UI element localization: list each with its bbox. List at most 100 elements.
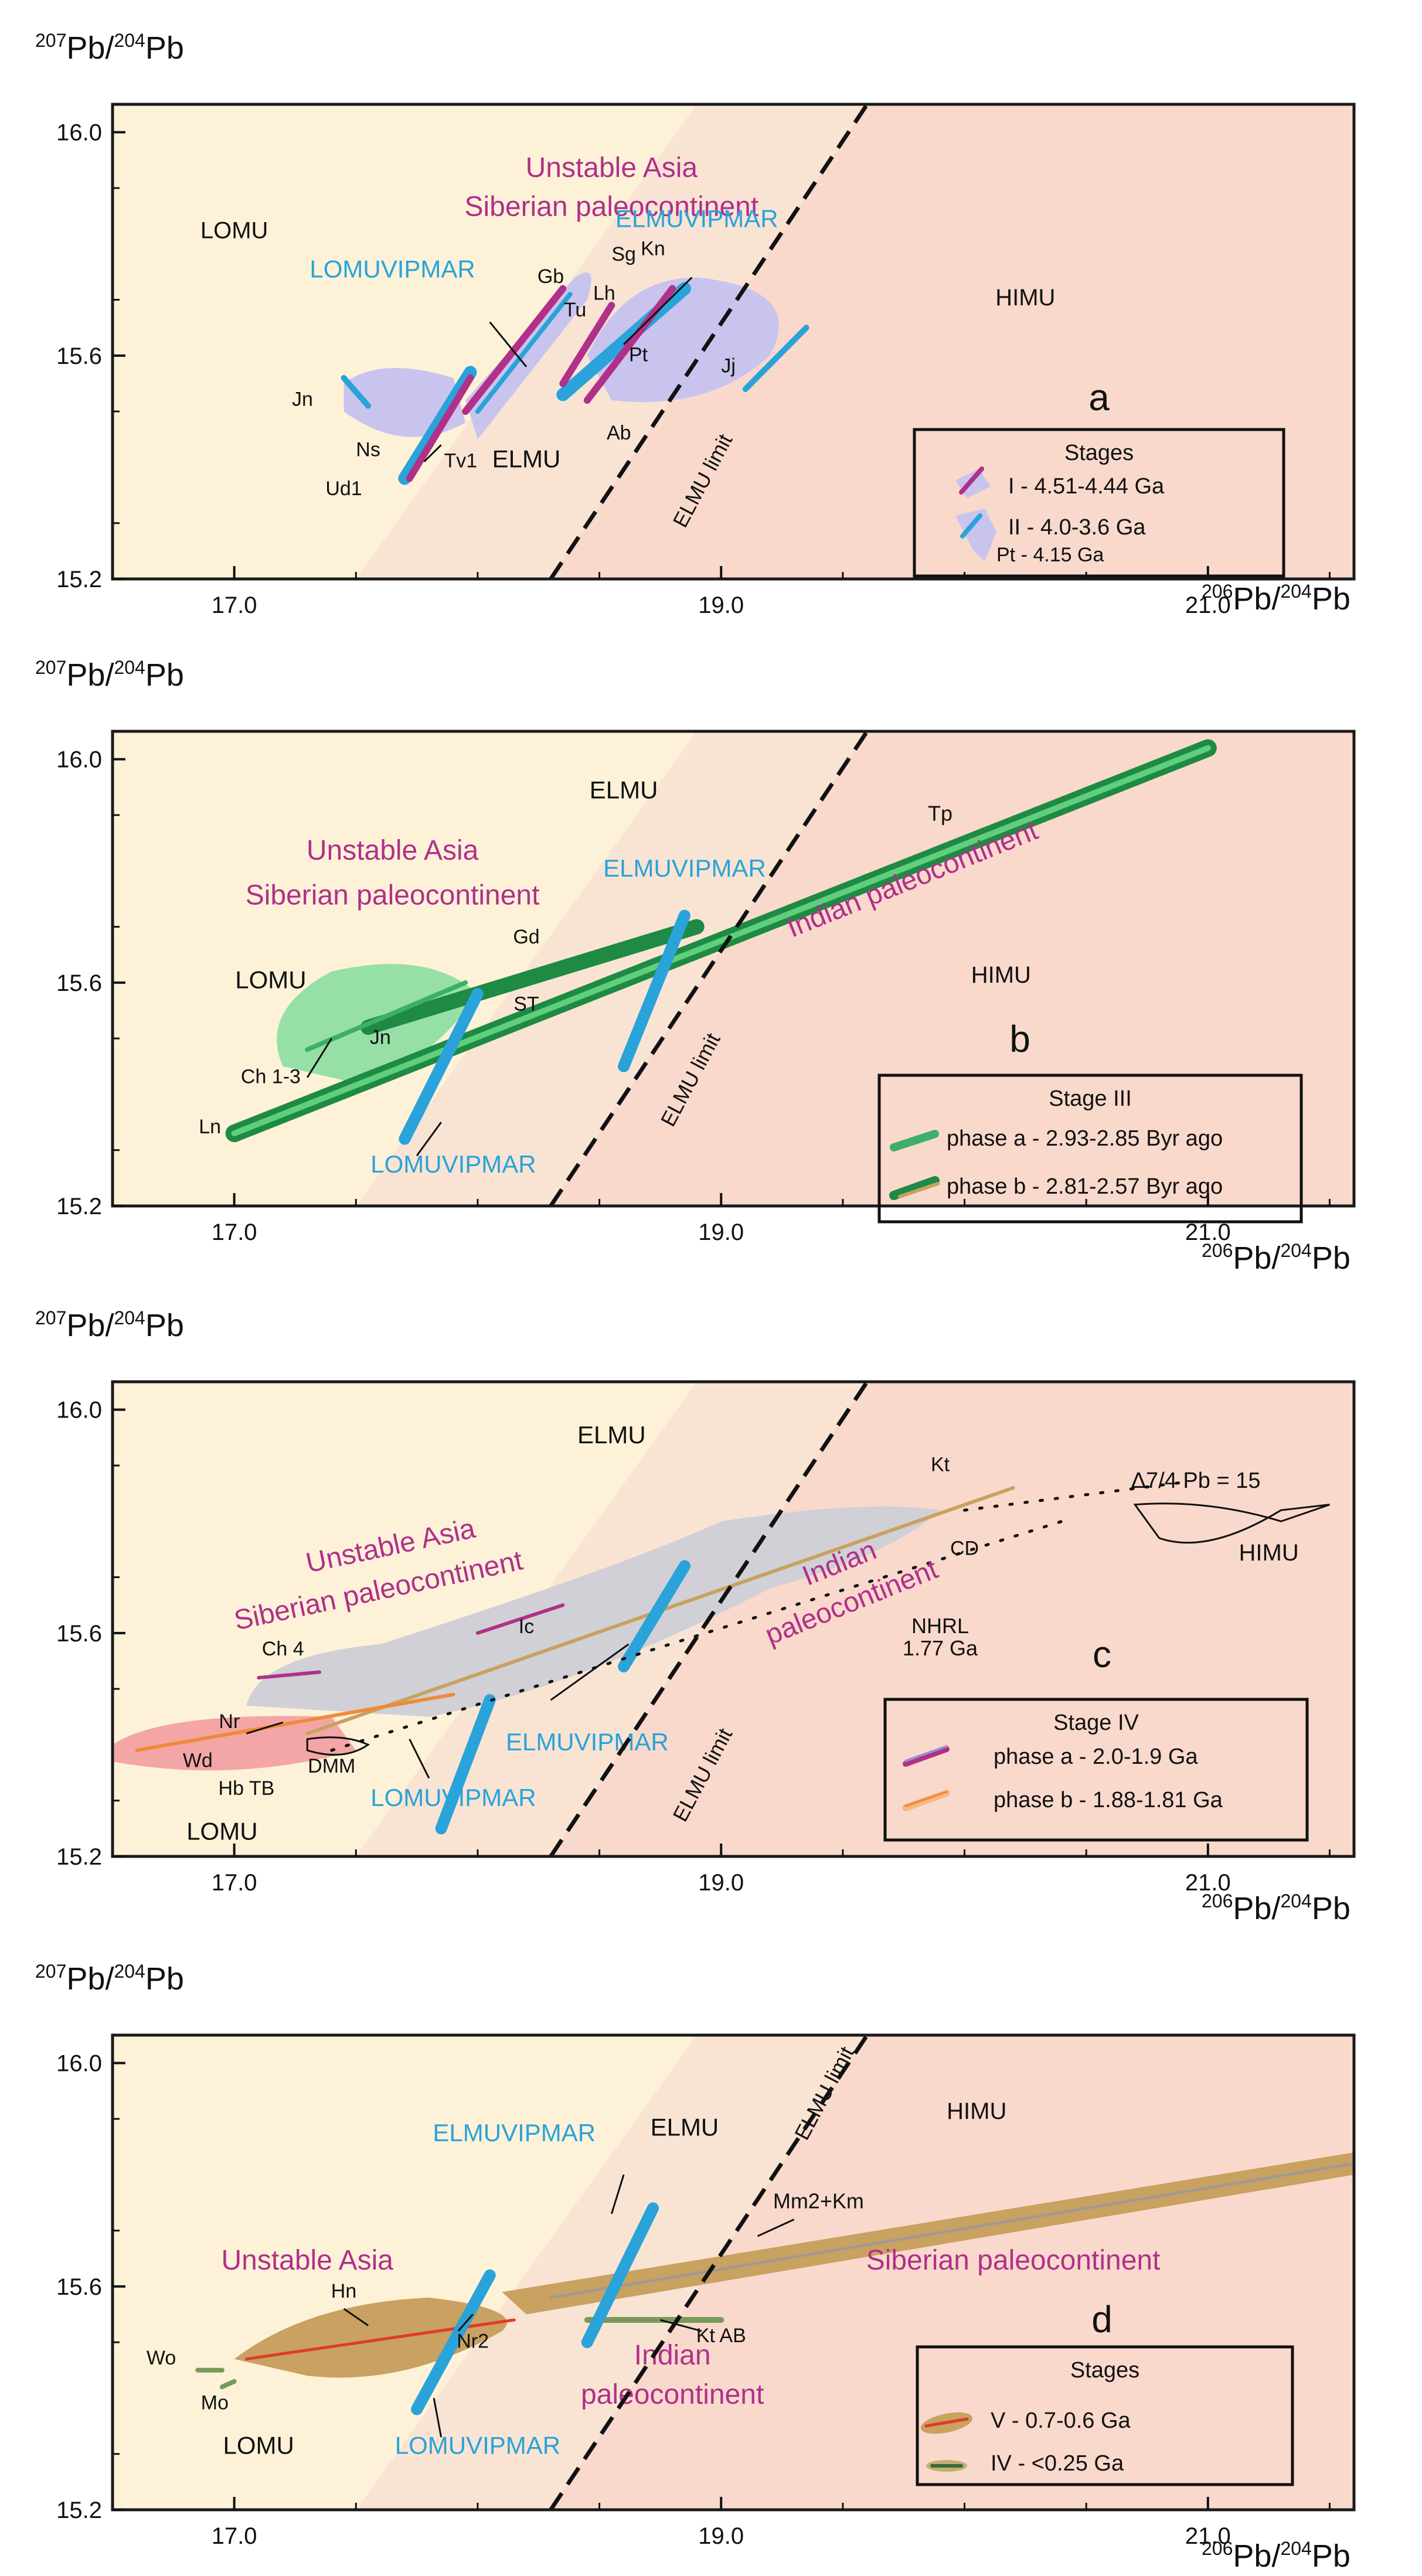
plot-frame	[111, 103, 1356, 581]
legend-title: Stage III	[1049, 1086, 1132, 1111]
label-elmu: ELMU	[492, 445, 561, 472]
panel-b: 207Pb/204Pb ELMU Unstable Asia Siberian pal…	[35, 657, 1356, 1276]
leader-line	[457, 2313, 474, 2332]
label-lomu: LOMU	[200, 218, 268, 244]
leader-line	[416, 1122, 442, 1157]
sample-label-wo: Wo	[147, 2347, 176, 2369]
sample-label-tu: Tu	[564, 299, 586, 321]
stage-v-hn-line	[244, 2318, 516, 2361]
y-tick-label: 15.2	[56, 567, 102, 592]
stage-v-band-core	[549, 2162, 1355, 2299]
sample-label-ab: Ab	[607, 422, 631, 444]
sample-label-cd: CD	[950, 1537, 979, 1559]
stage-iv-phase-b-field	[113, 1716, 356, 1771]
y-tick-label: 15.6	[56, 970, 102, 996]
leader-line	[246, 1721, 284, 1735]
stage-iv-mo-band	[219, 2379, 237, 2390]
lomuvipmar-band	[435, 1694, 496, 1835]
stage-iv-phase-a-field	[246, 1506, 941, 1717]
sample-label-ns: Ns	[356, 438, 380, 461]
x-tick-label: 21.0	[1185, 1870, 1231, 1896]
legend-item-phase-a: phase a - 2.0-1.9 Ga	[994, 1744, 1198, 1769]
label-unstable-asia: Unstable Asia	[526, 152, 698, 183]
plot-frame	[111, 2033, 1356, 2512]
sample-label-kn: Kn	[641, 237, 665, 260]
stage-ii-field	[587, 277, 779, 403]
label-himu: HIMU	[1239, 1540, 1299, 1566]
label-himu: HIMU	[995, 285, 1055, 311]
legend-item-stage-iv: IV - <0.25 Ga	[991, 2451, 1124, 2476]
legend-title: Stages	[1070, 2358, 1139, 2383]
legend-swatch-phase-a	[903, 1746, 950, 1767]
background-regions	[113, 2035, 1354, 2510]
y-tick-label: 16.0	[56, 2051, 102, 2077]
panel-letter: c	[1093, 1633, 1111, 1675]
leader-line	[343, 2308, 369, 2326]
legend-title: Stages	[1064, 441, 1134, 465]
nhrl-dotted-line	[330, 1519, 1064, 1752]
y-tick-label: 15.2	[56, 1194, 102, 1219]
leader-line	[623, 277, 693, 345]
leader-line	[550, 1643, 630, 1701]
stage-iv-phase-b-line	[135, 1692, 455, 1752]
himu-region	[550, 731, 1354, 1206]
himu-region	[550, 2035, 1354, 2510]
himu-region	[550, 1382, 1354, 1856]
stage-ii-field	[465, 272, 591, 439]
legend-box	[913, 428, 1285, 578]
background-regions	[113, 1382, 1354, 1856]
label-siberian-paleocontinent: Siberian paleocontinent	[866, 2245, 1161, 2276]
legend: Stage IV phase a - 2.0-1.9 Ga phase b - 1.…	[883, 1698, 1309, 1842]
y-tick-label: 15.2	[56, 1844, 102, 1870]
label-siberian-paleocontinent: Siberian paleocontinent	[246, 880, 540, 911]
legend-item-phase-b: phase b - 2.81-2.57 Byr ago	[947, 1174, 1223, 1199]
legend-box	[883, 1698, 1309, 1842]
legend-swatch-phase-b	[902, 1790, 950, 1811]
label-paleocontinent: paleocontinent	[581, 2379, 764, 2410]
stage-i-band	[559, 302, 615, 387]
y-axis-label: 207Pb/204Pb	[35, 1961, 184, 1996]
sample-label-mm2-km: Mm2+Km	[773, 2189, 864, 2213]
sample-label-jn: Jn	[292, 389, 313, 411]
label-unstable-asia: Unstable Asia	[221, 2245, 393, 2276]
dmm-outline	[306, 1736, 370, 1756]
label-siberian-paleocontinent: Siberian paleocontinent	[465, 192, 759, 223]
stage-iii-gd-band	[360, 919, 705, 1035]
stage-i-band	[462, 285, 567, 415]
label-himu: HIMU	[947, 2098, 1006, 2124]
y-tick-label: 15.6	[56, 1621, 102, 1647]
legend: Stage III phase a - 2.93-2.85 Byr ago phas…	[877, 1074, 1303, 1224]
stage-iv-ic-line	[475, 1603, 565, 1635]
label-lomu: LOMU	[223, 2432, 294, 2459]
elmuvipmar-band	[581, 2202, 659, 2349]
y-tick-label: 16.0	[56, 747, 102, 773]
elmu-limit-line	[549, 731, 869, 1206]
sample-label-gd: Gd	[513, 926, 539, 948]
sample-label-pt: Pt	[629, 343, 648, 366]
sample-label-ic: Ic	[519, 1616, 534, 1638]
leader-line	[660, 2319, 702, 2332]
legend-item-phase-a: phase a - 2.93-2.85 Byr ago	[947, 1126, 1223, 1151]
label-elmuvipmar: ELMUVIPMAR	[615, 205, 778, 233]
himu-outline	[1133, 1502, 1330, 1544]
label-elmu: ELMU	[577, 1421, 646, 1449]
x-tick-label: 17.0	[212, 1219, 257, 1245]
sample-label-st: ST	[513, 993, 539, 1015]
label-elmuvipmar: ELMUVIPMAR	[506, 1728, 669, 1756]
y-tick-label: 15.6	[56, 343, 102, 369]
y-axis-label: 207Pb/204Pb	[35, 1307, 184, 1343]
sample-label-lh: Lh	[593, 282, 615, 305]
legend-item-phase-b: phase b - 1.88-1.81 Ga	[994, 1788, 1223, 1812]
legend-item-stage-i: I - 4.51-4.44 Ga	[1008, 474, 1165, 499]
label-unstable-asia: Unstable Asia	[307, 835, 479, 866]
plot-frame	[111, 730, 1356, 1208]
y-tick-label: 15.6	[56, 2274, 102, 2300]
delta-dotted-line	[963, 1481, 1185, 1512]
legend-item-pt: Pt - 4.15 Ga	[996, 544, 1104, 566]
x-tick-label: 19.0	[698, 1219, 744, 1245]
legend: Stages I - 4.51-4.44 Ga II - 4.0-3.6 Ga Pt …	[913, 428, 1285, 578]
legend-swatch-phase-a	[890, 1130, 939, 1151]
x-tick-label: 17.0	[212, 592, 257, 618]
legend-swatch-phase-b-core	[904, 1791, 948, 1807]
legend-swatch-phase-b	[889, 1176, 940, 1200]
